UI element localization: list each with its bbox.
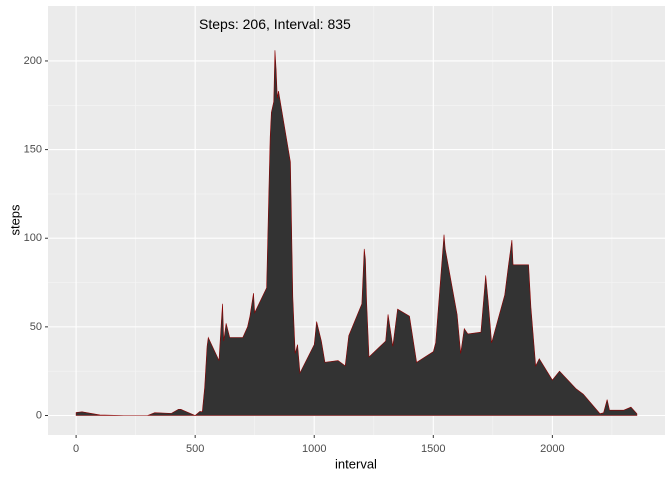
annotation: Steps: 206, Interval: 835 [199, 16, 351, 32]
marks [75, 50, 638, 416]
y-tick-label: 0 [36, 409, 42, 421]
x-tick-label: 2000 [540, 443, 564, 455]
y-tick-label: 200 [24, 55, 42, 67]
x-axis-title: interval [335, 456, 377, 471]
y-tick-label: 150 [24, 143, 42, 155]
labels: 0 500 1000 1500 2000 0 50 100 150 200 Steps: 206, … [24, 16, 565, 455]
x-tick-label: 1000 [302, 443, 326, 455]
x-tick-label: 1500 [421, 443, 445, 455]
y-tick-label: 100 [24, 232, 42, 244]
area [75, 50, 638, 416]
x-tick-label: 0 [73, 443, 79, 455]
x-tick-label: 500 [186, 443, 204, 455]
y-tick-label: 50 [30, 321, 42, 333]
y-axis-title: steps [7, 204, 22, 236]
